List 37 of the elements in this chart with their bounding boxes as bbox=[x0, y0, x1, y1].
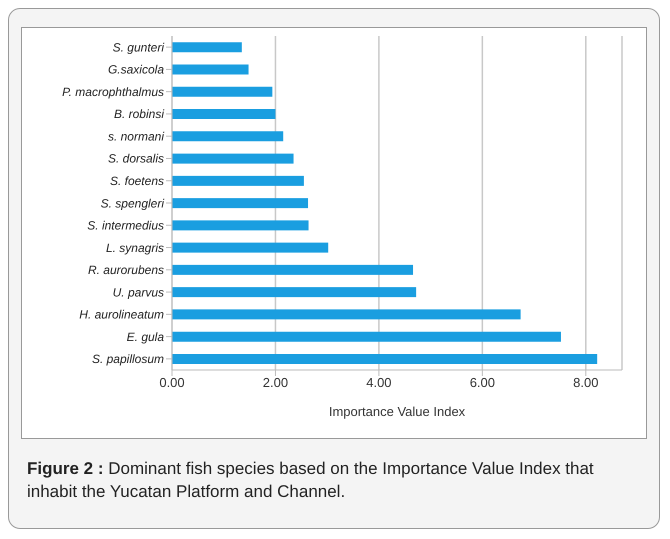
bar bbox=[172, 332, 561, 342]
bar bbox=[172, 86, 272, 97]
y-tick-label: R. aurorubens bbox=[88, 263, 164, 278]
y-tick-label: S. papillosum bbox=[92, 352, 164, 366]
x-tick-label: 8.00 bbox=[573, 375, 598, 390]
y-tick-label: L. synagris bbox=[106, 240, 164, 255]
bar bbox=[172, 176, 304, 186]
bar bbox=[172, 220, 309, 230]
y-tick-label: S. dorsalis bbox=[108, 152, 164, 166]
bar bbox=[172, 198, 308, 208]
bar bbox=[172, 264, 414, 275]
x-tick-label: 6.00 bbox=[470, 375, 495, 390]
y-tick-label: U. parvus bbox=[112, 285, 164, 300]
bar bbox=[172, 354, 598, 364]
y-tick-label: G.saxicola bbox=[108, 62, 164, 77]
x-tick-label: 2.00 bbox=[262, 375, 288, 390]
bar bbox=[172, 64, 249, 74]
y-tick-label: S. intermedius bbox=[87, 218, 164, 233]
bar bbox=[172, 154, 294, 164]
bar bbox=[172, 309, 521, 320]
bar bbox=[172, 131, 284, 142]
bar bbox=[172, 42, 242, 52]
x-tick-label: 0.00 bbox=[159, 375, 185, 390]
x-axis-title: Importance Value Index bbox=[328, 404, 466, 419]
y-tick-label: H. aurolineatum bbox=[79, 308, 164, 322]
y-tick-label: S. gunteri bbox=[112, 40, 164, 54]
text: Figure 2 : Dominant fish species based on the Importance Value Index that inhabit the Yucatan Platform and Channel. bbox=[27, 459, 594, 501]
bar bbox=[172, 109, 276, 120]
bar bbox=[172, 287, 416, 298]
bar bbox=[172, 242, 328, 253]
x-tick-label: 4.00 bbox=[366, 375, 392, 390]
y-tick-label: E. gula bbox=[126, 330, 164, 344]
y-tick-label: s. normani bbox=[108, 129, 164, 144]
y-tick-label: S. foetens bbox=[110, 174, 164, 188]
y-tick-label: P. macrophthalmus bbox=[62, 84, 164, 99]
y-tick-label: B. robinsi bbox=[114, 107, 164, 122]
y-tick-label: S. spengleri bbox=[100, 196, 164, 210]
